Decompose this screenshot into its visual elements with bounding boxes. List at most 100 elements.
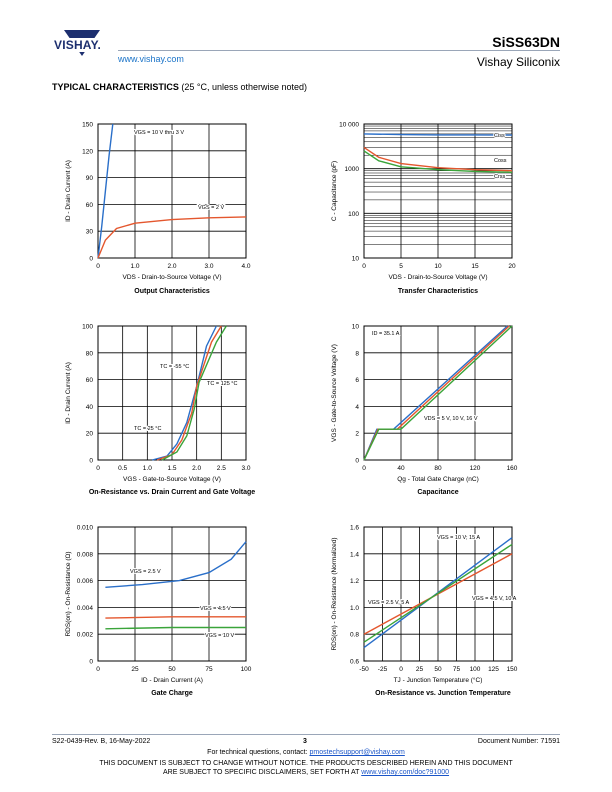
caption-on-resistance-gate: On-Resistance vs. Drain Current and Gate…: [88, 489, 256, 496]
y-tick-label: 1000: [345, 166, 360, 173]
x-tick-label: 50: [168, 666, 176, 673]
x-tick-label: 80: [434, 465, 442, 472]
x-tick-label: 75: [205, 666, 213, 673]
chart-annotation: ID = 35.1 A: [372, 331, 400, 337]
x-axis-label: TJ - Junction Temperature (°C): [394, 676, 483, 684]
chart-annotation: VGS = 2.5 V: [130, 569, 161, 575]
x-tick-label: 25: [131, 666, 139, 673]
y-tick-label: 100: [348, 211, 359, 218]
y-tick-label: 60: [86, 377, 94, 384]
y-axis-label: ID - Drain Current (A): [65, 362, 72, 424]
disclaimer-line-1: THIS DOCUMENT IS SUBJECT TO CHANGE WITHO…: [99, 760, 513, 767]
caption-output-characteristics: Output Characteristics: [134, 288, 210, 295]
x-tick-label: 1.0: [130, 263, 139, 270]
vishay-logo: VISHAY.: [52, 30, 112, 76]
website-link[interactable]: www.vishay.com: [118, 54, 184, 64]
x-tick-label: 15: [471, 263, 479, 270]
x-tick-label: 0: [362, 263, 366, 270]
x-tick-label: 160: [507, 465, 518, 472]
y-tick-label: 0.008: [77, 551, 94, 558]
y-tick-label: 0: [355, 458, 359, 465]
chart-annotation: VGS = 10 V: [205, 633, 235, 639]
y-tick-label: 30: [86, 229, 94, 236]
chart-annotation: TC = 125 °C: [207, 381, 238, 387]
y-axis-label: ID - Drain Current (A): [65, 160, 72, 222]
x-axis-label: ID - Drain Current (A): [141, 677, 203, 684]
questions-text: For technical questions, contact:: [207, 749, 310, 756]
x-tick-label: 2.0: [192, 465, 201, 472]
chart-c1: 0 1.0 2.0 3.0 4.0 0 30 60 90 120 150 VDS - Drain-to…: [65, 122, 251, 282]
y-tick-label: 0.010: [77, 525, 94, 532]
chart-annotation: VGS = 10 V; 15 A: [437, 535, 480, 541]
x-tick-label: -50: [359, 666, 369, 673]
company-name: Vishay Siliconix: [476, 55, 560, 69]
chart-annotation: VGS = 4.5 V, 10 A: [472, 596, 517, 602]
chart-annotation: VGS = 2 V: [198, 205, 224, 211]
chart-annotation: VGS = 10 V thru 3 V: [134, 130, 184, 136]
x-axis-label: Qg - Total Gate Charge (nC): [397, 476, 479, 483]
plot-frame: [97, 123, 247, 259]
y-tick-label: 100: [82, 324, 93, 331]
footer-questions: For technical questions, contact: pmoste…: [0, 749, 612, 756]
x-tick-label: 50: [434, 666, 442, 673]
y-axis-label: VGS - Gate-to-Source Voltage (V): [331, 344, 338, 442]
y-axis-label: RDS(on) - On-Resistance (Normalized): [331, 537, 338, 650]
y-tick-label: 0: [89, 458, 93, 465]
series-line: [156, 325, 222, 461]
chart-c6: -50 -25 0 25 50 75 100 125 150 0.6 0.8 1.0 1.2 1.4 1.6…: [331, 525, 518, 685]
x-tick-label: 0: [96, 465, 100, 472]
x-tick-label: 3.0: [204, 263, 213, 270]
y-tick-label: 90: [86, 175, 94, 182]
disclaimer-line-2: ARE SUBJECT TO SPECIFIC DISCLAIMERS, SET…: [0, 769, 612, 776]
y-tick-label: 0.006: [77, 578, 94, 585]
x-tick-label: 2.0: [167, 263, 176, 270]
caption-gate-charge: Gate Charge: [151, 690, 193, 697]
x-axis-label: VDS - Drain-to-Source Voltage (V): [123, 274, 222, 281]
section-subtitle: (25 °C, unless otherwise noted): [181, 82, 308, 92]
series-line: [161, 325, 227, 461]
plot-frame: [363, 123, 513, 259]
chart-annotation: Crss: [494, 174, 506, 180]
y-tick-label: 0.004: [77, 605, 94, 612]
plot-frame: [97, 526, 247, 662]
y-axis-label: C - Capacitance (pF): [331, 161, 338, 221]
header-rule: [118, 50, 560, 51]
y-tick-label: 10: [352, 324, 360, 331]
y-tick-label: 6: [355, 377, 359, 384]
x-tick-label: -25: [378, 666, 388, 673]
chart-c4: 0 40 80 120 160 0 2 4 6 8 10 Qg - Total Gate Charge…: [331, 324, 518, 484]
series-line: [363, 146, 513, 172]
x-tick-label: 0: [362, 465, 366, 472]
plot-frame: [97, 325, 247, 461]
chart-annotation: Ciss: [494, 133, 505, 139]
y-tick-label: 60: [86, 202, 94, 209]
chart-annotation: VGS = 4.5 V: [200, 606, 231, 612]
y-tick-label: 0.8: [350, 632, 359, 639]
section-title: TYPICAL CHARACTERISTICS (25 °C, unless o…: [52, 82, 307, 92]
doc-revision: S22-0439-Rev. B, 16-May-2022: [52, 738, 151, 745]
y-tick-label: 120: [82, 148, 93, 155]
x-tick-label: 5: [399, 263, 403, 270]
x-tick-label: 0: [399, 666, 403, 673]
y-tick-label: 2: [355, 431, 359, 438]
series-line: [97, 123, 114, 259]
chart-c2: 0 5 10 15 20 10 100 1000 10 000 VDS - Drain-to-So…: [331, 122, 516, 282]
series-line: [105, 616, 246, 619]
caption-transfer-characteristics: Transfer Characteristics: [397, 288, 479, 295]
disclaimer-link[interactable]: www.vishay.com/doc?91000: [361, 769, 450, 776]
x-tick-label: 3.0: [241, 465, 250, 472]
x-tick-label: 120: [470, 465, 481, 472]
x-axis-label: VGS - Gate-to-Source Voltage (V): [123, 476, 221, 483]
series-line: [97, 216, 247, 259]
series-line: [105, 626, 246, 630]
chart-annotation: Coss: [494, 158, 507, 164]
support-email-link[interactable]: pmostechsupport@vishay.com: [309, 749, 405, 756]
x-tick-label: 75: [453, 666, 461, 673]
series-line: [105, 541, 247, 588]
y-tick-label: 10 000: [339, 122, 359, 129]
series-line: [363, 325, 513, 461]
x-tick-label: 125: [488, 666, 499, 673]
y-tick-label: 1.4: [350, 551, 359, 558]
x-tick-label: 2.5: [217, 465, 226, 472]
